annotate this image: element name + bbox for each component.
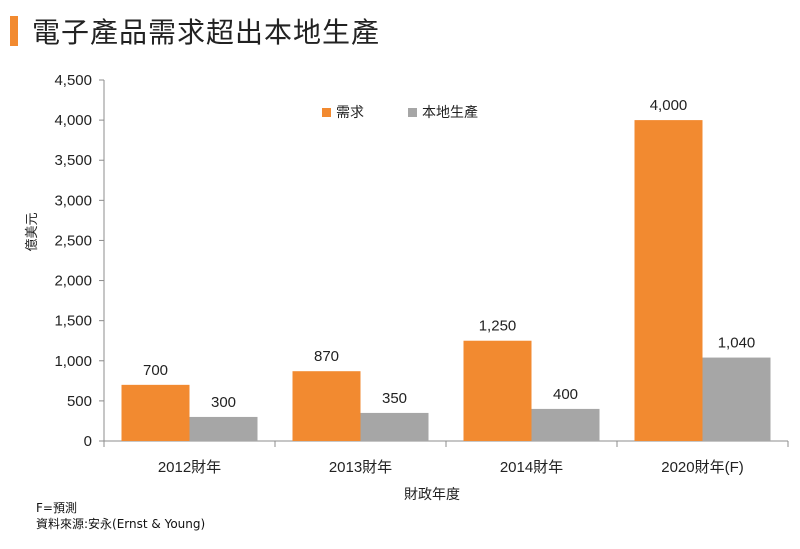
y-tick-label: 4,000 (54, 112, 92, 129)
y-tick-label: 3,000 (54, 192, 92, 209)
legend-label: 需求 (336, 104, 364, 120)
data-label: 1,250 (479, 318, 517, 335)
legend-label: 本地生產 (422, 104, 478, 120)
y-tick-label: 500 (67, 393, 92, 410)
demand-bar (292, 371, 361, 441)
local-production-bar (702, 357, 771, 441)
forecast-footnote: F=預測 (36, 501, 77, 515)
y-tick-label: 3,500 (54, 152, 92, 169)
demand-bar (463, 340, 532, 441)
plot-area: 0 500 1,000 1,500 2,000 2,500 3,000 3,500 4,000 4… (54, 72, 789, 476)
x-axis-label: 財政年度 (404, 486, 460, 502)
y-tick-label: 1,500 (54, 313, 92, 330)
chart-title: 電子產品需求超出本地生產 (32, 16, 381, 49)
x-tick-label: 2014財年 (500, 459, 563, 476)
footnotes: F=預測 資料來源:安永(Ernst & Young) (36, 500, 205, 532)
data-label: 400 (553, 386, 578, 403)
x-tick-label: 2013財年 (329, 459, 392, 476)
local-production-bar (360, 412, 429, 441)
data-label: 350 (382, 390, 407, 407)
y-tick-label: 1,000 (54, 353, 92, 370)
local-production-bar (531, 408, 600, 441)
legend-swatch (322, 108, 331, 117)
demand-bar (121, 384, 190, 441)
y-tick-label: 2,000 (54, 273, 92, 290)
y-tick-label: 0 (84, 433, 92, 450)
legend-swatch (408, 108, 417, 117)
data-label: 870 (314, 348, 339, 365)
x-tick-label: 2020財年(F) (661, 459, 744, 476)
data-label: 1,040 (718, 335, 756, 352)
y-tick-label: 4,500 (54, 72, 92, 89)
chart-title-group: 電子產品需求超出本地生產 (10, 14, 381, 49)
data-label: 700 (143, 362, 168, 379)
y-tick-label: 2,500 (54, 232, 92, 249)
demand-bar (634, 120, 703, 441)
data-label: 4,000 (650, 97, 688, 114)
local-production-bar (189, 416, 258, 441)
x-tick-label: 2012財年 (158, 459, 221, 476)
source-note: 資料來源:安永(Ernst & Young) (36, 517, 206, 531)
y-axis-label: 億美元 (24, 212, 39, 251)
data-label: 300 (211, 394, 236, 411)
title-accent-bar (10, 16, 18, 46)
